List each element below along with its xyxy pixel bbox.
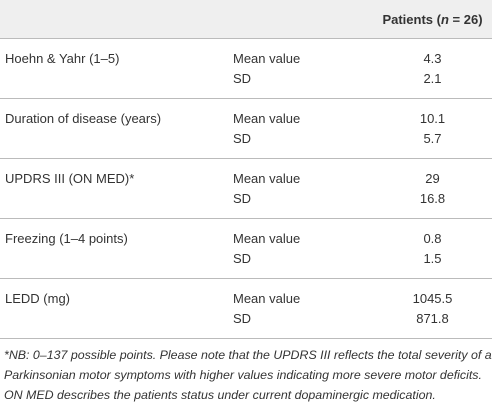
header-row: Patients (n = 26) [0,0,492,39]
stat-label: SD [233,308,373,339]
row-label: LEDD (mg) [5,290,71,306]
empty-cell [0,248,233,279]
value-cell: 10.1 [419,110,446,126]
stat-label: Mean value [233,110,301,126]
footnote: *NB: 0–137 possible points. Please note … [4,345,492,405]
table-row: SD 2.1 [0,68,492,99]
row-label: Freezing (1–4 points) [5,230,128,246]
value-cell: 16.8 [373,188,492,219]
value-cell: 29 [425,170,440,186]
value-cell: 0.8 [423,230,442,246]
footnote-line: *NB: 0–137 possible points. Please note … [4,348,492,362]
value-cell: 2.1 [373,68,492,99]
footnote-line: Parkinsonian motor symptoms with higher … [4,368,482,382]
footnote-line: ON MED describes the patients status und… [4,388,436,402]
empty-cell [0,0,233,39]
empty-cell [233,0,373,39]
stat-label: Mean value [233,290,301,306]
table-row: Freezing (1–4 points) Mean value 0.8 [0,219,492,249]
table-row: Duration of disease (years) Mean value 10.… [0,99,492,129]
empty-cell [0,308,233,339]
header-cell: Patients (n = 26) [373,0,492,39]
stat-label: SD [233,128,373,159]
empty-cell [0,188,233,219]
table-row: UPDRS III (ON MED)* Mean value 29 [0,159,492,189]
table-row: SD 1.5 [0,248,492,279]
table-row: SD 5.7 [0,128,492,159]
row-label: Hoehn & Yahr (1–5) [5,50,120,66]
stat-label: Mean value [233,50,301,66]
stat-label: SD [233,188,373,219]
table-row: LEDD (mg) Mean value 1045.5 [0,279,492,309]
row-label: Duration of disease (years) [5,110,162,126]
header-text: = 26) [448,11,483,27]
header-text: n [440,11,449,27]
value-cell: 4.3 [423,50,442,66]
stat-label: SD [233,68,373,99]
value-cell: 1.5 [373,248,492,279]
stat-label: Mean value [233,170,301,186]
empty-cell [0,128,233,159]
stat-label: SD [233,248,373,279]
header-text: Patients ( [382,11,441,27]
stat-label: Mean value [233,230,301,246]
table-body: Hoehn & Yahr (1–5) Mean value 4.3 SD 2.1 Dura… [0,39,492,339]
table-row: Hoehn & Yahr (1–5) Mean value 4.3 [0,39,492,69]
value-cell: 1045.5 [412,290,453,306]
value-cell: 871.8 [373,308,492,339]
table-row: SD 16.8 [0,188,492,219]
empty-cell [0,68,233,99]
value-cell: 5.7 [373,128,492,159]
row-label: UPDRS III (ON MED)* [5,170,135,186]
table-row: SD 871.8 [0,308,492,339]
table-head: Patients (n = 26) [0,0,492,39]
table: Patients (n = 26) Hoehn & Yahr (1–5) Mean… [0,0,492,339]
